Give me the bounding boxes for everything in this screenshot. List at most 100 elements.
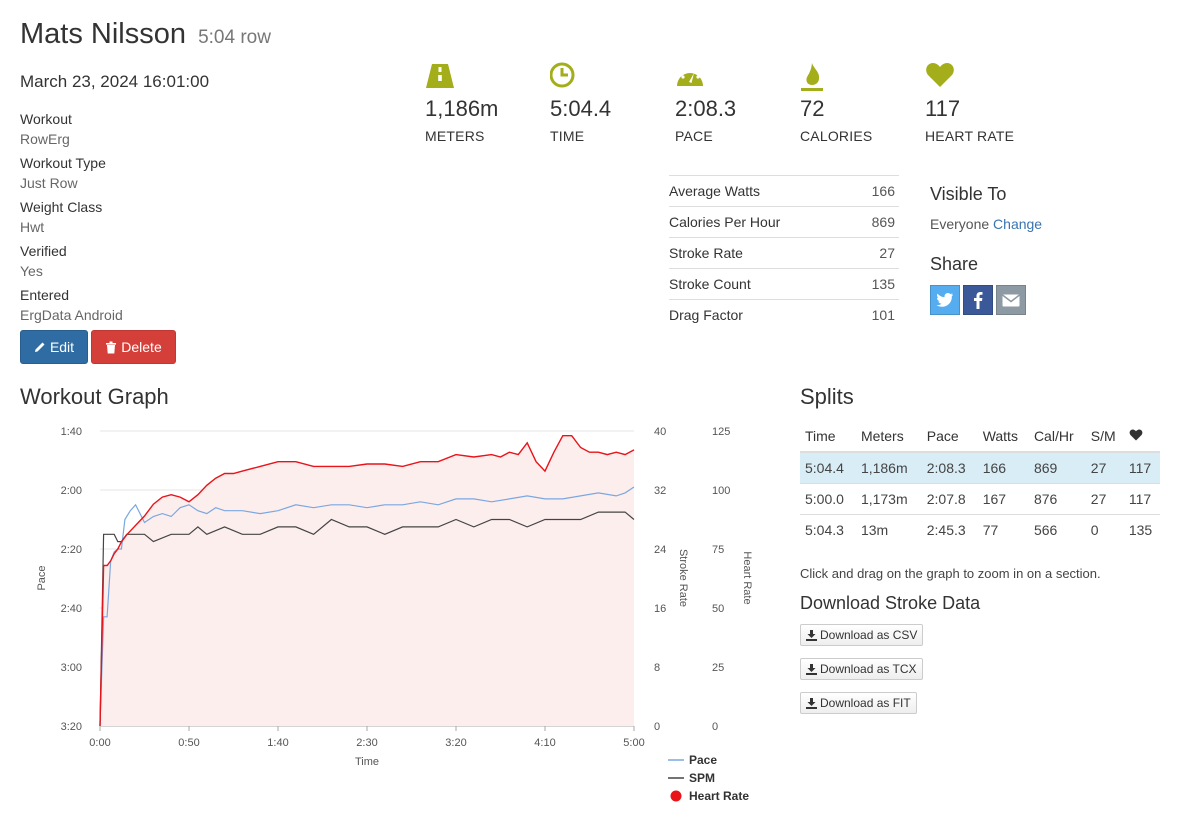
series-line-pace xyxy=(99,486,635,727)
details-row: Average Watts 166 xyxy=(669,175,899,207)
heart-rate-tick-label: 100 xyxy=(712,485,730,497)
change-visibility-link[interactable]: Change xyxy=(993,216,1043,232)
share-email-button[interactable] xyxy=(996,285,1026,315)
page-title: Mats Nilsson 5:04 row xyxy=(20,18,271,51)
workout-date: March 23, 2024 16:01:00 xyxy=(20,72,210,91)
split-cell: 167 xyxy=(977,482,1029,514)
split-cell: 876 xyxy=(1028,482,1086,514)
download-fit-button[interactable]: Download as FIT xyxy=(800,692,917,714)
split-cell: 5:04.3 xyxy=(800,513,856,545)
splits-row[interactable]: 5:00.0 1,173m 2:07.8 167 876 27 117 xyxy=(800,482,1160,514)
stat-value: 117 xyxy=(925,96,961,121)
split-cell: 5:00.0 xyxy=(800,482,856,514)
stat-caption: TIME xyxy=(550,128,585,144)
x-tick-label: 0:50 xyxy=(178,737,199,749)
splits-header: Watts xyxy=(977,420,1029,453)
stat-pace: 2:08.3 PACE xyxy=(675,62,795,144)
download-icon xyxy=(806,697,817,709)
splits-header: S/M xyxy=(1085,420,1124,453)
detail-label: Drag Factor xyxy=(669,299,854,331)
delete-button-label: Delete xyxy=(121,339,162,355)
split-cell: 0 xyxy=(1085,513,1124,545)
road-icon xyxy=(426,64,454,88)
details-row: Stroke Count 135 xyxy=(669,268,899,300)
stroke-rate-tick-label: 24 xyxy=(654,544,666,556)
edit-button[interactable]: Edit xyxy=(20,330,88,364)
meta-label: Verified xyxy=(20,243,67,259)
heart-rate-tick-label: 0 xyxy=(712,721,718,733)
heart-rate-tick-label: 25 xyxy=(712,662,724,674)
split-cell: 1,186m xyxy=(855,451,922,483)
envelope-icon xyxy=(1002,293,1020,306)
share-twitter-button[interactable] xyxy=(930,285,960,315)
pace-tick-label: 1:40 xyxy=(61,426,82,438)
pencil-icon xyxy=(34,342,45,352)
stat-caption: METERS xyxy=(425,128,485,144)
splits-header: Meters xyxy=(855,420,922,453)
athlete-name: Mats Nilsson xyxy=(20,18,186,50)
delete-button[interactable]: Delete xyxy=(91,330,176,364)
download-tcx-label: Download as TCX xyxy=(820,662,917,676)
legend-label: Heart Rate xyxy=(689,789,749,803)
stroke-rate-tick-label: 40 xyxy=(654,426,666,438)
legend-label: SPM xyxy=(689,771,715,785)
x-axis-label: Time xyxy=(355,756,379,768)
stat-caption: PACE xyxy=(675,128,713,144)
edit-button-label: Edit xyxy=(49,339,75,355)
x-tick-label: 2:30 xyxy=(356,737,377,749)
splits-row[interactable]: 5:04.4 1,186m 2:08.3 166 869 27 117 xyxy=(800,451,1160,483)
stroke-rate-tick-label: 16 xyxy=(654,603,666,615)
share-facebook-button[interactable] xyxy=(963,285,993,315)
details-row: Drag Factor 101 xyxy=(669,299,899,331)
detail-value: 101 xyxy=(853,299,899,331)
stat-time: 5:04.4 TIME xyxy=(549,62,670,144)
split-cell: 27 xyxy=(1085,451,1124,483)
splits-title: Splits xyxy=(800,384,854,409)
stat-meters: 1,186m METERS xyxy=(425,62,545,144)
flame-icon xyxy=(801,63,823,91)
clock-icon xyxy=(549,62,575,88)
pace-tick-label: 2:20 xyxy=(61,544,82,556)
x-tick-label: 1:40 xyxy=(267,737,288,749)
detail-label: Stroke Rate xyxy=(669,237,854,269)
download-icon xyxy=(806,663,817,675)
split-cell: 166 xyxy=(977,451,1029,483)
splits-header: Pace xyxy=(921,420,978,453)
detail-value: 135 xyxy=(853,268,899,300)
heart-rate-area xyxy=(100,435,634,726)
splits-header: Time xyxy=(800,420,856,453)
splits-row[interactable]: 5:04.3 13m 2:45.3 77 566 0 135 xyxy=(800,513,1160,545)
split-cell: 27 xyxy=(1085,482,1124,514)
meta-value: Hwt xyxy=(20,219,45,235)
share-title: Share xyxy=(930,254,979,274)
x-tick-label: 3:20 xyxy=(445,737,466,749)
twitter-icon xyxy=(936,293,953,307)
heart-rate-axis-label: Heart Rate xyxy=(741,551,753,604)
pace-tick-label: 2:00 xyxy=(61,485,82,497)
split-cell: 5:04.4 xyxy=(800,451,856,483)
split-cell: 566 xyxy=(1028,513,1086,545)
meta-label: Workout xyxy=(20,111,72,127)
details-row: Stroke Rate 27 xyxy=(669,237,899,269)
split-cell: 77 xyxy=(977,513,1029,545)
download-tcx-button[interactable]: Download as TCX xyxy=(800,658,923,680)
meta-value: Yes xyxy=(20,263,43,279)
split-cell: 13m xyxy=(855,513,922,545)
legend-label: Pace xyxy=(689,753,717,767)
meta-value: Just Row xyxy=(20,175,78,191)
split-cell: 117 xyxy=(1123,451,1160,483)
legend-marker xyxy=(670,790,682,802)
split-cell: 1,173m xyxy=(855,482,922,514)
workout-graph[interactable]: 1:40 40 125 2:00 32 100 2:20 24 75 2:40 16 50 3:00 8 2… xyxy=(0,415,770,815)
download-csv-button[interactable]: Download as CSV xyxy=(800,624,924,646)
stat-value: 72 xyxy=(800,96,825,121)
details-table: Average Watts 166 Calories Per Hour 869 St… xyxy=(669,175,899,331)
heart-rate-tick-label: 125 xyxy=(712,426,730,438)
detail-value: 27 xyxy=(853,237,899,269)
heart-rate-header xyxy=(1123,420,1160,453)
stat-calories: 72 CALORIES xyxy=(800,62,920,144)
stroke-rate-tick-label: 0 xyxy=(654,721,660,733)
visible-to-title: Visible To xyxy=(930,184,1007,204)
download-title: Download Stroke Data xyxy=(800,593,981,613)
split-cell: 2:45.3 xyxy=(921,513,978,545)
